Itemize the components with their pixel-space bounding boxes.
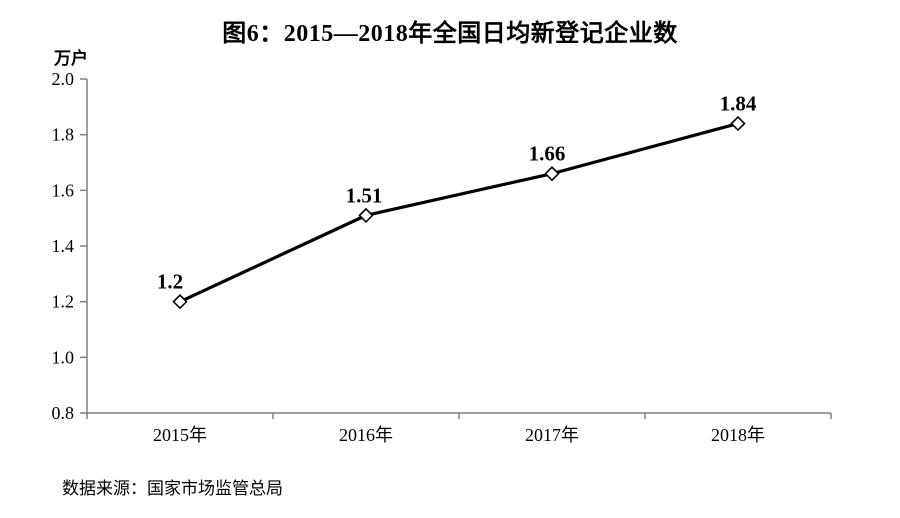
data-point-label: 1.66 xyxy=(529,142,566,166)
x-axis-tick-label: 2018年 xyxy=(711,425,765,445)
x-axis-tick-label: 2016年 xyxy=(339,425,393,445)
y-axis-tick-label: 2.0 xyxy=(52,69,75,89)
y-axis-tick-label: 1.6 xyxy=(52,180,75,200)
data-point-marker xyxy=(358,207,374,224)
x-axis-tick-label: 2017年 xyxy=(525,425,579,445)
y-axis-tick-label: 1.8 xyxy=(52,125,75,145)
data-point-marker xyxy=(172,294,188,310)
data-line xyxy=(179,121,739,304)
y-axis-tick-label: 1.0 xyxy=(52,347,75,367)
data-point-label: 1.51 xyxy=(346,183,383,207)
chart-title: 图6：2015—2018年全国日均新登记企业数 xyxy=(222,21,678,47)
data-point-label: 1.2 xyxy=(157,270,183,294)
y-axis-unit-label: 万户 xyxy=(54,49,88,68)
data-source-note: 数据来源：国家市场监管总局 xyxy=(62,479,283,499)
data-point-marker xyxy=(544,166,560,182)
y-axis-tick-label: 0.8 xyxy=(52,403,75,423)
y-axis-tick-label: 1.2 xyxy=(52,292,75,312)
data-point-marker xyxy=(730,115,746,132)
x-axis-tick-label: 2015年 xyxy=(153,425,207,445)
data-point-label: 1.84 xyxy=(720,92,757,116)
y-axis-tick-label: 1.4 xyxy=(52,236,75,256)
